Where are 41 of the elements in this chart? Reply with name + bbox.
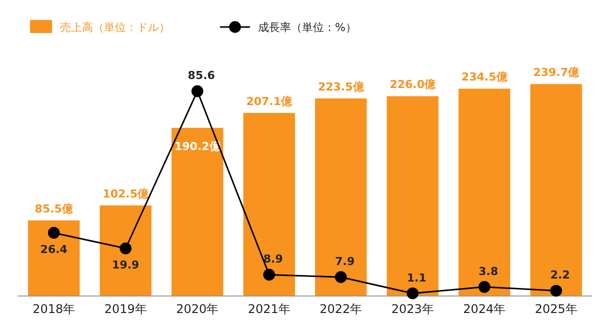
data-label: 226.0億: [390, 78, 437, 92]
data-label: 85.5億: [34, 202, 74, 216]
bar: [100, 205, 152, 296]
point: [120, 242, 132, 254]
x-tick-label: 2025年: [534, 302, 578, 316]
data-label: 2.2: [550, 268, 570, 282]
data-label: 3.8: [478, 264, 498, 278]
data-label: 207.1億: [246, 94, 294, 108]
x-tick-label: 2024年: [463, 302, 506, 316]
legend-label: 売上高（単位：ドル）: [60, 21, 170, 34]
data-label: 85.6: [188, 69, 216, 82]
bar: [458, 88, 510, 296]
x-tick-label: 2019年: [104, 302, 147, 316]
x-tick-label: 2023年: [391, 302, 434, 316]
point: [550, 284, 562, 297]
point: [406, 287, 419, 300]
x-tick-label: 2020年: [176, 302, 219, 316]
data-label: 239.7億: [533, 66, 580, 80]
bar: [315, 98, 367, 296]
legend-label: 成長率（単位：%）: [258, 21, 356, 34]
data-label: 234.5億: [461, 70, 508, 84]
data-label: 19.9: [112, 258, 140, 272]
data-label: 102.5億: [102, 187, 150, 200]
data-label: 1.1: [406, 271, 426, 284]
point: [334, 271, 347, 284]
x-tick-label: 2018年: [32, 302, 76, 316]
data-label: 8.9: [263, 252, 283, 266]
data-label: 26.4: [40, 242, 68, 256]
bar: [172, 128, 224, 296]
x-tick-label: 2021年: [248, 302, 290, 316]
point: [478, 281, 490, 293]
bar: [243, 112, 295, 296]
x-tick-label: 2022年: [320, 302, 362, 316]
point: [263, 268, 276, 281]
bar: [28, 220, 80, 296]
bar: [386, 96, 438, 296]
bar: [530, 84, 582, 296]
point: [191, 85, 204, 98]
data-label: 7.9: [335, 255, 355, 268]
data-label: 223.5億: [318, 80, 365, 94]
point: [48, 226, 60, 239]
